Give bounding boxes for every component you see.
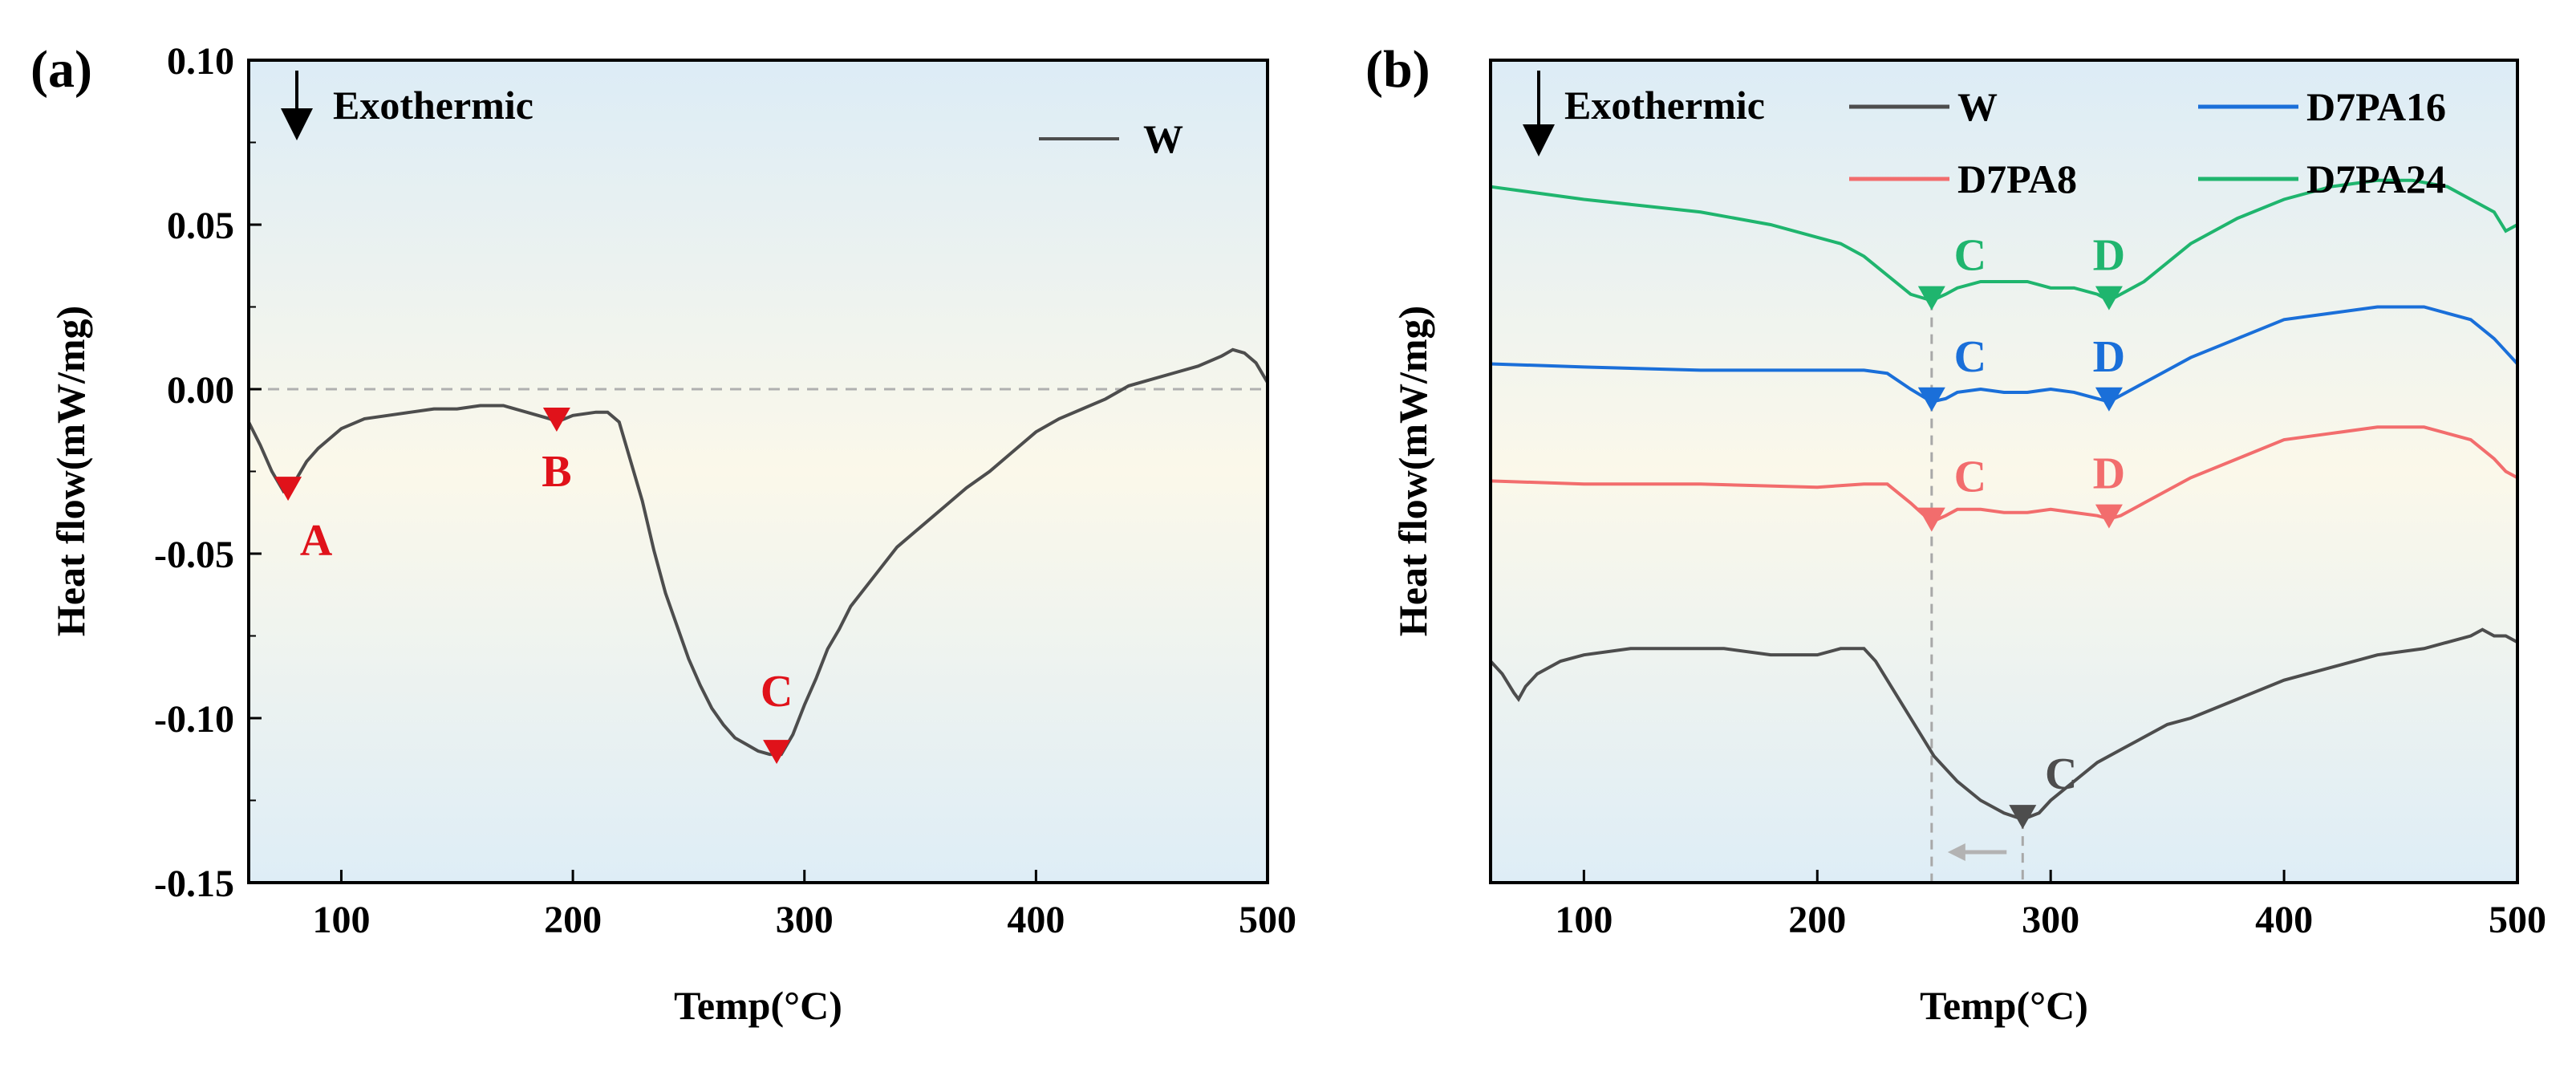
panel-b-x-axis-label: Temp(°C) (1920, 983, 2088, 1028)
panel-b-shift-arrow-icon (1947, 843, 2007, 861)
peak-label: A (300, 516, 333, 566)
x-tick-label: 200 (1788, 899, 1846, 941)
panel-b-plot-background (1491, 60, 2517, 883)
shift-arrow-head (1947, 843, 1965, 861)
x-tick-label: 300 (2022, 899, 2079, 941)
peak-label: C (761, 667, 793, 717)
peak-marker (1917, 387, 1945, 412)
peak-label: D (2093, 332, 2125, 382)
panel-a-peak-markers: A B C (274, 408, 793, 765)
peak-marker (542, 408, 570, 432)
series-line-d7pa24 (1490, 178, 2518, 303)
panel-b-peak-markers: C D C D C D C (1917, 231, 2125, 830)
series-line-d7pa16 (1490, 305, 2519, 404)
peak-marker (763, 740, 791, 765)
x-tick-label: 300 (776, 899, 834, 941)
peak-marker (1917, 507, 1945, 532)
panel-b-exothermic-annotation: Exothermic (1564, 83, 1765, 128)
y-tick-label: -0.10 (154, 698, 234, 741)
panel-a-y-ticks: 0.10 0.05 0.00 -0.05 -0.10 -0.15 (154, 40, 262, 905)
x-tick-label: 100 (1555, 899, 1613, 941)
peak-marker (1917, 286, 1945, 311)
legend-label-d7pa8: D7PA8 (1957, 156, 2077, 201)
y-tick-label: 0.00 (167, 369, 234, 412)
panel-b-x-ticks: 100 200 300 400 500 (1555, 870, 2546, 941)
x-tick-label: 100 (312, 899, 370, 941)
y-tick-label: 0.10 (167, 40, 234, 83)
panel-b-series-lines (1489, 178, 2519, 822)
panel-a-exothermic-annotation: Exothermic (333, 83, 533, 128)
x-tick-label: 200 (544, 899, 602, 941)
peak-marker (2095, 504, 2123, 529)
peak-label: C (2045, 749, 2077, 799)
panel-b-peak-guide-lines (1930, 300, 2024, 883)
peak-label: C (1954, 453, 1986, 502)
peak-label: C (1954, 332, 1986, 382)
panel-a-plot-background (249, 60, 1268, 883)
panel-a-series-w-line (247, 347, 1269, 757)
y-tick-label: -0.15 (154, 863, 234, 905)
panel-a-y-axis-label: Heat flow(mW/mg) (48, 306, 93, 636)
y-tick-label: -0.05 (154, 534, 234, 576)
peak-label: C (1954, 231, 1986, 281)
panel-a: (a) A B C 100 200 300 400 500 0.10 0.05 0.00 -0.0… (30, 40, 1296, 1028)
peak-label: D (2093, 231, 2125, 281)
x-tick-label: 500 (2489, 899, 2546, 941)
peak-marker (274, 477, 302, 501)
x-tick-label: 400 (1007, 899, 1065, 941)
panel-b-label: (b) (1365, 40, 1430, 99)
peak-marker (2095, 286, 2123, 311)
peak-label: D (2093, 449, 2125, 499)
peak-label: B (542, 447, 571, 497)
panel-a-label: (a) (30, 40, 92, 99)
peak-marker (2095, 387, 2123, 412)
series-line-w (1489, 627, 2518, 822)
legend-label-w: W (1957, 84, 1998, 129)
legend-label-d7pa16: D7PA16 (2306, 84, 2446, 129)
panel-a-x-ticks: 100 200 300 400 500 (312, 870, 1296, 941)
panel-b-legend: W D7PA8 D7PA16 D7PA24 (1849, 84, 2446, 201)
legend-label-d7pa24: D7PA24 (2306, 156, 2446, 201)
x-tick-label: 500 (1239, 899, 1296, 941)
y-tick-label: 0.05 (167, 205, 234, 247)
panel-a-legend: W (1039, 116, 1183, 161)
panel-b: (b) C D C D C D C 100 200 300 400 500 Temp(°C) Hea… (1365, 40, 2546, 1028)
series-line-d7pa8 (1490, 425, 2518, 524)
panel-a-x-axis-label: Temp(°C) (674, 983, 842, 1028)
peak-marker (2009, 805, 2037, 830)
x-tick-label: 400 (2255, 899, 2313, 941)
panel-b-plot-frame (1489, 59, 2519, 884)
panel-b-y-axis-label: Heat flow(mW/mg) (1390, 306, 1435, 636)
legend-label-w: W (1143, 116, 1183, 161)
